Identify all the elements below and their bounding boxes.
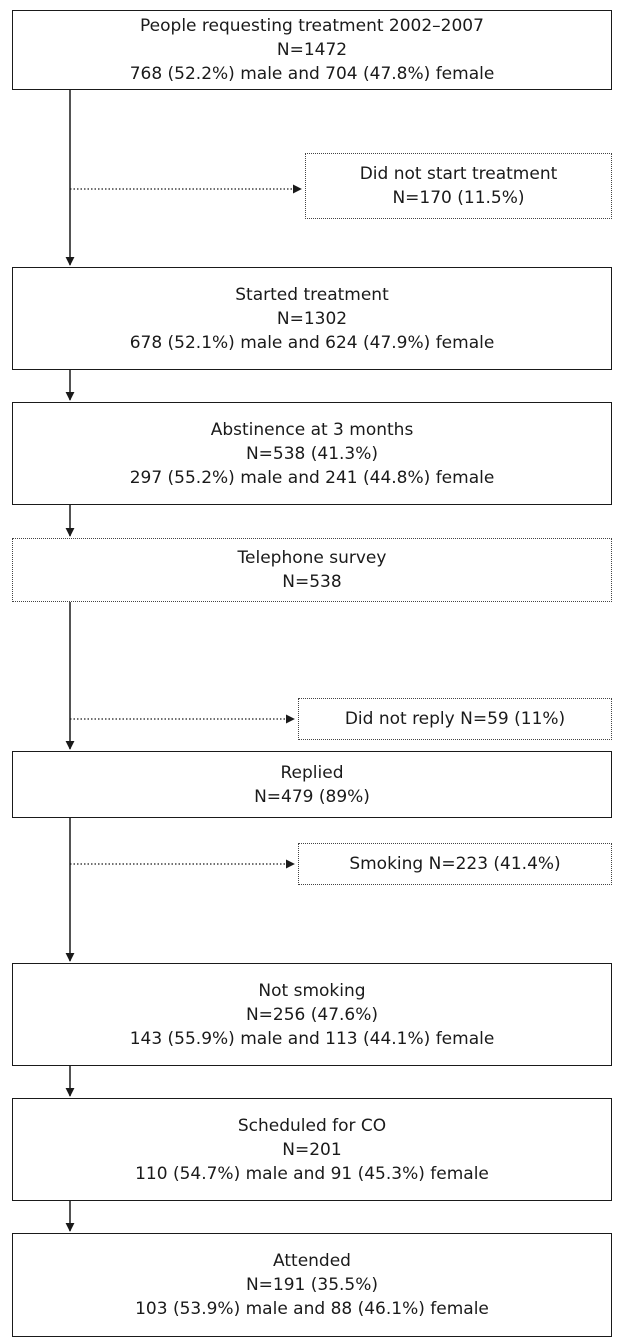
box-gender-split: 678 (52.1%) male and 624 (47.9%) female — [129, 332, 495, 353]
box-title: Attended — [273, 1251, 351, 1271]
box-count: N=191 (35.5%) — [245, 1275, 379, 1295]
box-count: N=538 — [282, 572, 342, 592]
box-gender-split: 103 (53.9%) male and 88 (46.1%) female — [135, 1299, 489, 1319]
box-scheduled-for-co: Scheduled for CO N=201 110 (54.7%) male … — [12, 1098, 612, 1201]
box-count: N=1302 — [276, 308, 348, 329]
box-count: N=479 (89%) — [254, 786, 370, 807]
box-title: Replied — [280, 762, 344, 783]
box-did-not-start: Did not start treatment N=170 (11.5%) — [305, 153, 612, 219]
box-started-treatment: Started treatment N=1302 678 (52.1%) mal… — [12, 267, 612, 370]
box-title: Did not reply N=59 (11%) — [344, 709, 566, 729]
box-did-not-reply: Did not reply N=59 (11%) — [298, 698, 612, 740]
box-title: Scheduled for CO — [237, 1115, 387, 1136]
box-abstinence-3-months: Abstinence at 3 months N=538 (41.3%) 297… — [12, 402, 612, 505]
box-gender-split: 110 (54.7%) male and 91 (45.3%) female — [135, 1163, 489, 1184]
box-gender-split: 297 (55.2%) male and 241 (44.8%) female — [129, 467, 495, 488]
box-replied: Replied N=479 (89%) — [12, 751, 612, 818]
box-telephone-survey: Telephone survey N=538 — [12, 538, 612, 602]
box-count: N=538 (41.3%) — [245, 443, 379, 464]
box-title: Did not start treatment — [359, 164, 558, 184]
box-smoking: Smoking N=223 (41.4%) — [298, 843, 612, 885]
box-gender-split: 768 (52.2%) male and 704 (47.8%) female — [129, 64, 495, 84]
box-people-requesting: People requesting treatment 2002–2007 N=… — [12, 10, 612, 90]
box-title: Started treatment — [235, 284, 389, 305]
box-count: N=170 (11.5%) — [392, 188, 525, 208]
box-title: People requesting treatment 2002–2007 — [140, 16, 484, 36]
box-title: Not smoking — [258, 980, 366, 1001]
box-count: N=256 (47.6%) — [245, 1004, 379, 1025]
box-title: Telephone survey — [237, 548, 387, 568]
box-count: N=1472 — [276, 40, 348, 60]
box-not-smoking: Not smoking N=256 (47.6%) 143 (55.9%) ma… — [12, 963, 612, 1066]
box-count: N=201 — [282, 1139, 342, 1160]
box-title: Abstinence at 3 months — [210, 419, 414, 440]
box-attended: Attended N=191 (35.5%) 103 (53.9%) male … — [12, 1233, 612, 1337]
box-title: Smoking N=223 (41.4%) — [349, 854, 561, 874]
box-gender-split: 143 (55.9%) male and 113 (44.1%) female — [129, 1028, 495, 1049]
